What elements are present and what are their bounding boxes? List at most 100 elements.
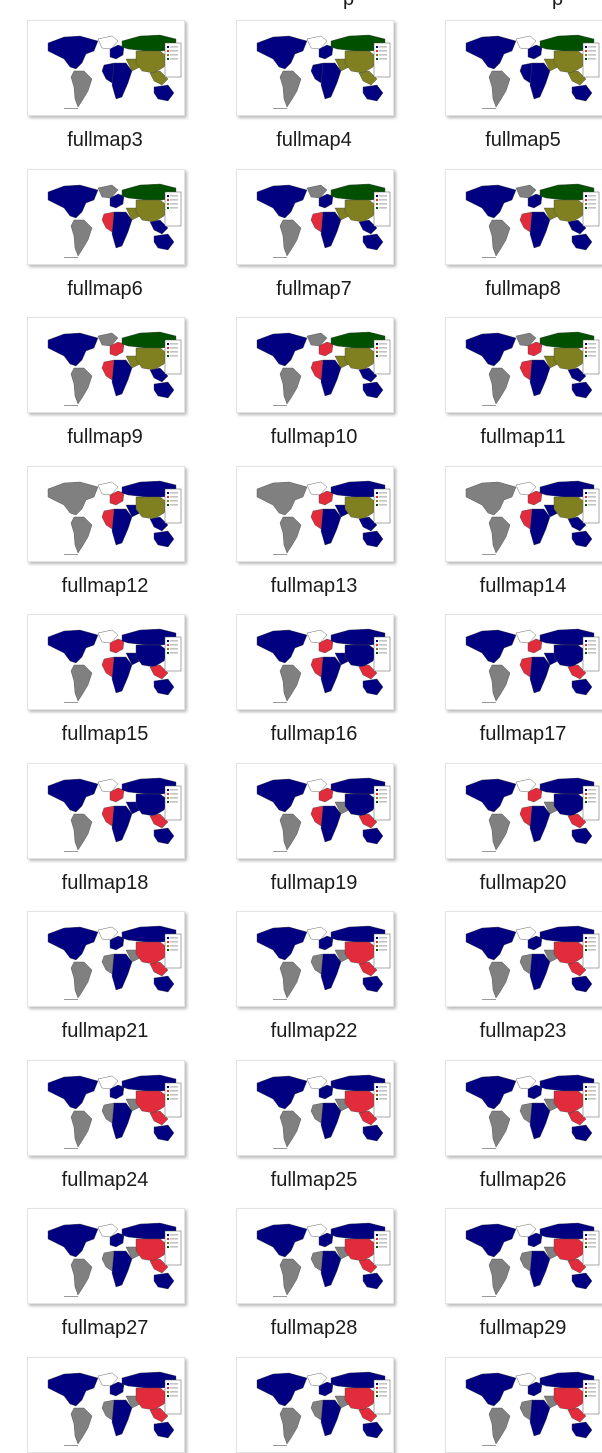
file-name-label[interactable]: fullmap3 [67, 129, 143, 151]
file-thumbnail[interactable] [27, 1356, 185, 1453]
file-name-label[interactable]: fullmap18 [61, 871, 149, 894]
file-thumbnail[interactable] [27, 1059, 185, 1156]
world-map-image [237, 1060, 393, 1155]
legend-swatch [376, 194, 378, 197]
legend-text-line [170, 1246, 178, 1248]
file-name-label[interactable]: fullmap23 [479, 1020, 567, 1042]
legend-swatch [376, 54, 378, 56]
file-thumbnail[interactable] [27, 911, 185, 1007]
map-region [109, 935, 125, 951]
file-thumbnail[interactable] [236, 1208, 394, 1304]
file-thumbnail[interactable] [445, 1059, 602, 1156]
file-thumbnail[interactable] [236, 317, 394, 413]
legend-swatch [585, 495, 587, 498]
file-thumbnail[interactable] [445, 20, 602, 116]
map-region [515, 778, 537, 792]
file-name-label[interactable]: fullmap29 [479, 1317, 567, 1339]
file-name-label[interactable]: fullmap11 [480, 426, 566, 448]
file-name-label[interactable]: fullmap26 [479, 1168, 567, 1191]
file-thumbnail[interactable] [236, 465, 394, 562]
map-region [109, 1084, 125, 1099]
file-thumbnail[interactable] [445, 317, 602, 413]
file-name-label[interactable]: fullmap15 [61, 723, 149, 745]
file-thumbnail[interactable] [27, 168, 185, 265]
file-thumbnail[interactable] [236, 20, 394, 116]
file-name-label[interactable]: fullmap24 [61, 1168, 149, 1191]
file-name-label[interactable]: fullmap12 [61, 574, 149, 597]
file-name-label[interactable]: fullmap13 [270, 574, 358, 597]
file-thumbnail[interactable] [27, 762, 185, 859]
map-region [47, 332, 99, 367]
map-region [306, 184, 328, 198]
file-name-label[interactable]: fullmap4 [276, 129, 352, 151]
map-region [153, 1124, 175, 1141]
map-caption-line [64, 999, 78, 1000]
map-region [109, 490, 125, 505]
map-region [279, 70, 302, 108]
file-thumbnail[interactable] [236, 168, 394, 265]
file-thumbnail[interactable] [236, 1059, 394, 1156]
file-thumbnail[interactable] [445, 614, 602, 710]
file-thumbnail[interactable] [27, 614, 185, 710]
file-name-label[interactable]: fullmap20 [479, 871, 567, 894]
file-name-label[interactable]: fullmap27 [61, 1317, 149, 1339]
file-name-label[interactable]: fullmap14 [479, 574, 567, 597]
map-region [488, 1110, 511, 1147]
map-region [318, 1381, 334, 1396]
map-region [529, 1102, 551, 1139]
legend-swatch [585, 347, 587, 349]
legend-text-line [170, 54, 178, 56]
map-region [465, 1372, 517, 1406]
world-map-image [446, 615, 602, 709]
map-caption-line [482, 850, 496, 852]
file-thumbnail[interactable] [445, 168, 602, 265]
legend-swatch [376, 503, 378, 506]
file-thumbnail[interactable] [445, 1356, 602, 1453]
legend-swatch [167, 495, 169, 498]
map-region [47, 1372, 99, 1406]
map-region [344, 50, 378, 74]
file-thumbnail[interactable] [27, 20, 185, 116]
file-name-label[interactable]: fullmap16 [270, 723, 358, 745]
file-thumbnail[interactable] [445, 1208, 602, 1304]
partial-file-label[interactable]: p [343, 0, 354, 11]
file-name-label[interactable]: fullmap19 [270, 871, 358, 894]
file-name-label[interactable]: fullmap5 [485, 129, 561, 151]
map-caption-line [273, 999, 287, 1000]
map-region [109, 44, 125, 60]
file-thumbnail[interactable] [27, 1208, 185, 1304]
file-name-label[interactable]: fullmap10 [270, 426, 358, 448]
file-name-label[interactable]: fullmap17 [479, 723, 567, 745]
file-name-label[interactable]: fullmap7 [276, 277, 352, 300]
file-name-label[interactable]: fullmap8 [485, 277, 561, 300]
file-name-label[interactable]: fullmap25 [270, 1168, 358, 1191]
map-region [318, 193, 334, 208]
legend-text-line [170, 1086, 178, 1087]
file-name-label[interactable]: fullmap9 [67, 426, 143, 448]
legend-text-line [588, 652, 596, 654]
file-thumbnail[interactable] [445, 762, 602, 859]
file-name-label[interactable]: fullmap22 [270, 1020, 358, 1042]
partial-file-label[interactable]: p [552, 0, 563, 11]
file-thumbnail[interactable] [236, 762, 394, 859]
map-region [344, 199, 378, 222]
legend-swatch [167, 1238, 169, 1240]
legend-text-line [170, 937, 178, 939]
map-caption-line [273, 1444, 287, 1446]
file-name-label[interactable]: fullmap6 [67, 277, 143, 300]
file-thumbnail[interactable] [445, 465, 602, 562]
file-thumbnail[interactable] [27, 317, 185, 413]
map-region [306, 629, 328, 644]
legend-swatch [376, 1386, 378, 1389]
file-thumbnail[interactable] [236, 614, 394, 710]
map-region [362, 1421, 384, 1438]
legend-text-line [170, 500, 178, 501]
file-thumbnail[interactable] [27, 465, 185, 562]
file-name-label[interactable]: fullmap28 [270, 1317, 358, 1339]
file-thumbnail[interactable] [236, 911, 394, 1007]
file-thumbnail[interactable] [236, 1356, 394, 1453]
map-region [256, 1223, 308, 1258]
file-name-label[interactable]: fullmap21 [61, 1020, 149, 1042]
file-thumbnail[interactable] [445, 911, 602, 1007]
